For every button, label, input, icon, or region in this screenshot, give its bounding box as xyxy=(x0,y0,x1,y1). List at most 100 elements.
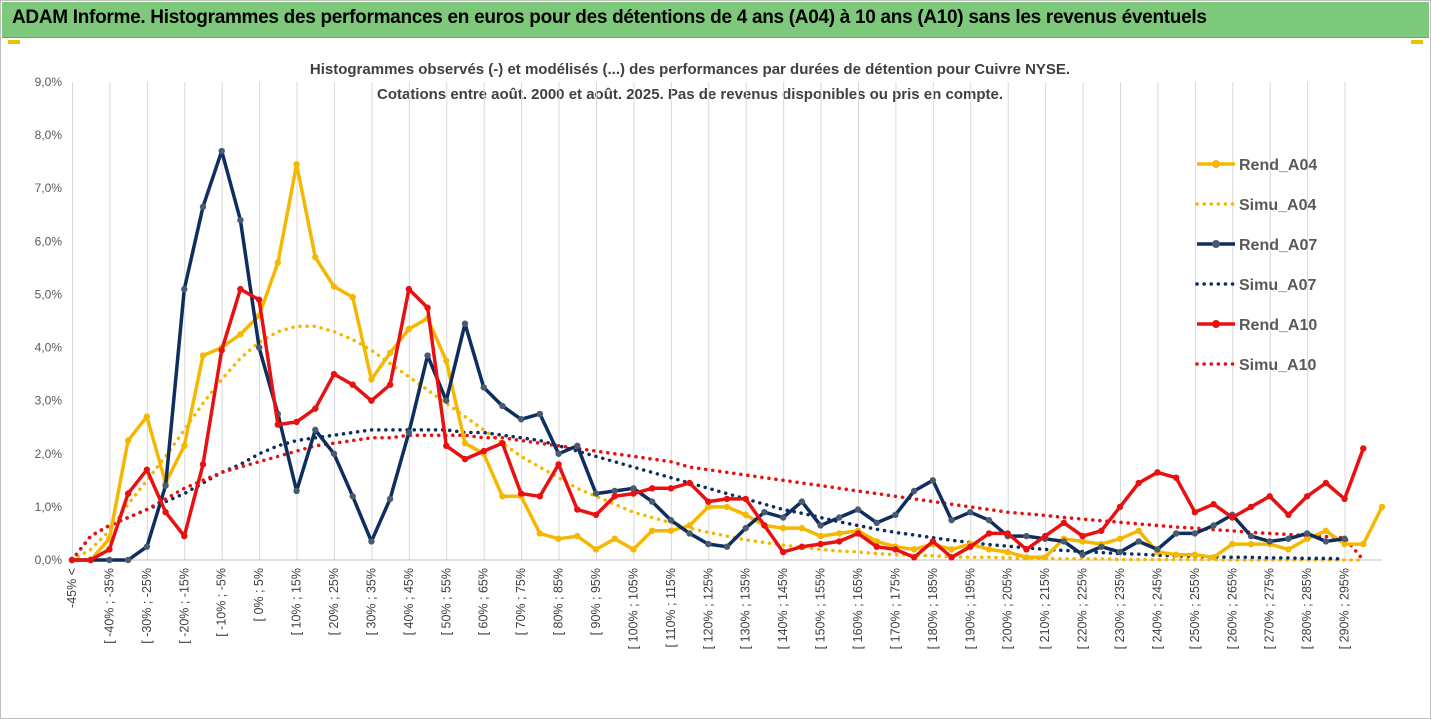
data-point xyxy=(611,487,618,495)
data-point xyxy=(630,485,637,492)
data-point xyxy=(405,285,413,293)
data-point xyxy=(1360,445,1367,452)
data-point xyxy=(1172,551,1180,558)
data-point xyxy=(124,490,132,497)
data-point xyxy=(461,320,469,327)
series-line xyxy=(70,428,1347,562)
data-point xyxy=(1154,469,1161,476)
series-rend-a07 xyxy=(68,147,1348,564)
legend-label: Rend_A04 xyxy=(1239,157,1317,174)
x-tick-label: [ 210% ; 215% xyxy=(1038,568,1052,649)
data-point xyxy=(1303,493,1311,500)
data-point xyxy=(779,524,787,532)
data-point xyxy=(967,509,974,516)
data-point xyxy=(1285,511,1292,519)
series-simu-a07 xyxy=(70,428,1347,562)
data-point xyxy=(761,509,768,516)
data-point xyxy=(574,532,581,540)
data-point xyxy=(237,285,244,293)
data-point xyxy=(1266,493,1273,500)
data-point xyxy=(1004,530,1011,537)
data-point xyxy=(873,519,880,527)
data-point xyxy=(929,538,937,545)
data-point xyxy=(985,530,993,537)
data-point xyxy=(330,450,338,457)
data-point xyxy=(106,556,113,564)
data-point xyxy=(1266,538,1273,545)
data-point xyxy=(499,493,506,500)
data-point xyxy=(630,546,637,553)
data-point xyxy=(967,543,974,550)
data-point xyxy=(368,538,375,545)
data-point xyxy=(368,376,375,383)
data-point xyxy=(68,556,76,564)
x-tick-label: [ 150% ; 155% xyxy=(814,568,828,649)
y-tick-label: 6,0% xyxy=(35,234,63,248)
y-tick-label: 7,0% xyxy=(35,181,63,195)
data-point xyxy=(1060,538,1068,545)
data-point xyxy=(648,527,656,534)
chart-title: Histogrammes observés (-) et modélisés (… xyxy=(300,57,1080,107)
series-line xyxy=(70,433,1366,562)
x-tick-label: [ 0% ; 5% xyxy=(252,568,266,622)
data-point xyxy=(1041,554,1049,561)
x-tick-label: [ 160% ; 165% xyxy=(851,568,865,649)
data-point xyxy=(892,546,899,553)
data-point xyxy=(1229,540,1236,548)
header-bar: ADAM Informe. Histogrammes des performan… xyxy=(2,2,1429,38)
data-point xyxy=(836,538,843,545)
data-point xyxy=(742,511,749,519)
data-point xyxy=(106,546,113,553)
data-point xyxy=(592,490,600,497)
data-point xyxy=(1210,522,1217,529)
legend-marker xyxy=(1212,320,1220,328)
data-point xyxy=(1079,532,1086,540)
data-point xyxy=(330,283,338,290)
data-point xyxy=(854,530,862,537)
data-point xyxy=(761,522,768,529)
data-point xyxy=(1322,527,1330,534)
data-point xyxy=(611,493,618,500)
x-tick-label: [ 30% ; 35% xyxy=(364,568,378,635)
data-point xyxy=(124,556,132,564)
x-axis-ticks: -45% < [ -40% ; -35% [ -30% ; -25% [ -20% ;… xyxy=(65,568,1352,649)
data-point xyxy=(199,461,207,468)
legend-label: Simu_A07 xyxy=(1239,277,1316,294)
data-point xyxy=(1322,538,1330,545)
data-point xyxy=(574,506,581,513)
data-point xyxy=(517,416,525,423)
data-point xyxy=(461,455,469,463)
legend-item: Rend_A07 xyxy=(1197,237,1317,254)
data-point xyxy=(1303,530,1311,537)
data-point xyxy=(293,161,300,168)
data-point xyxy=(667,527,675,534)
data-point xyxy=(1191,509,1199,516)
data-point xyxy=(910,487,918,495)
x-tick-label: [ 110% ; 115% xyxy=(664,568,678,647)
legend-label: Simu_A10 xyxy=(1239,357,1316,374)
data-point xyxy=(910,554,918,561)
data-point xyxy=(1341,535,1348,542)
data-point xyxy=(1210,554,1217,561)
data-point xyxy=(368,397,375,404)
data-point xyxy=(218,347,225,354)
legend-item: Simu_A07 xyxy=(1195,277,1316,294)
y-axis-ticks: 0,0% 1,0% 2,0% 3,0% 4,0% 5,0% 6,0% 7,0% 8,0% 9,0% xyxy=(35,75,63,567)
data-point xyxy=(1116,535,1124,542)
data-point xyxy=(1285,546,1292,553)
x-tick-label: [ 250% ; 255% xyxy=(1188,568,1202,649)
data-point xyxy=(461,439,469,447)
data-point xyxy=(1154,546,1161,553)
data-point xyxy=(592,511,600,519)
data-point xyxy=(1191,530,1199,537)
data-point xyxy=(910,546,918,553)
data-point xyxy=(798,498,806,505)
data-point xyxy=(1004,548,1011,556)
data-point xyxy=(1378,503,1386,511)
y-tick-label: 1,0% xyxy=(35,500,63,514)
data-point xyxy=(143,466,151,473)
data-point xyxy=(836,514,843,521)
series-rend-a04 xyxy=(68,161,1386,564)
data-point xyxy=(255,344,263,351)
